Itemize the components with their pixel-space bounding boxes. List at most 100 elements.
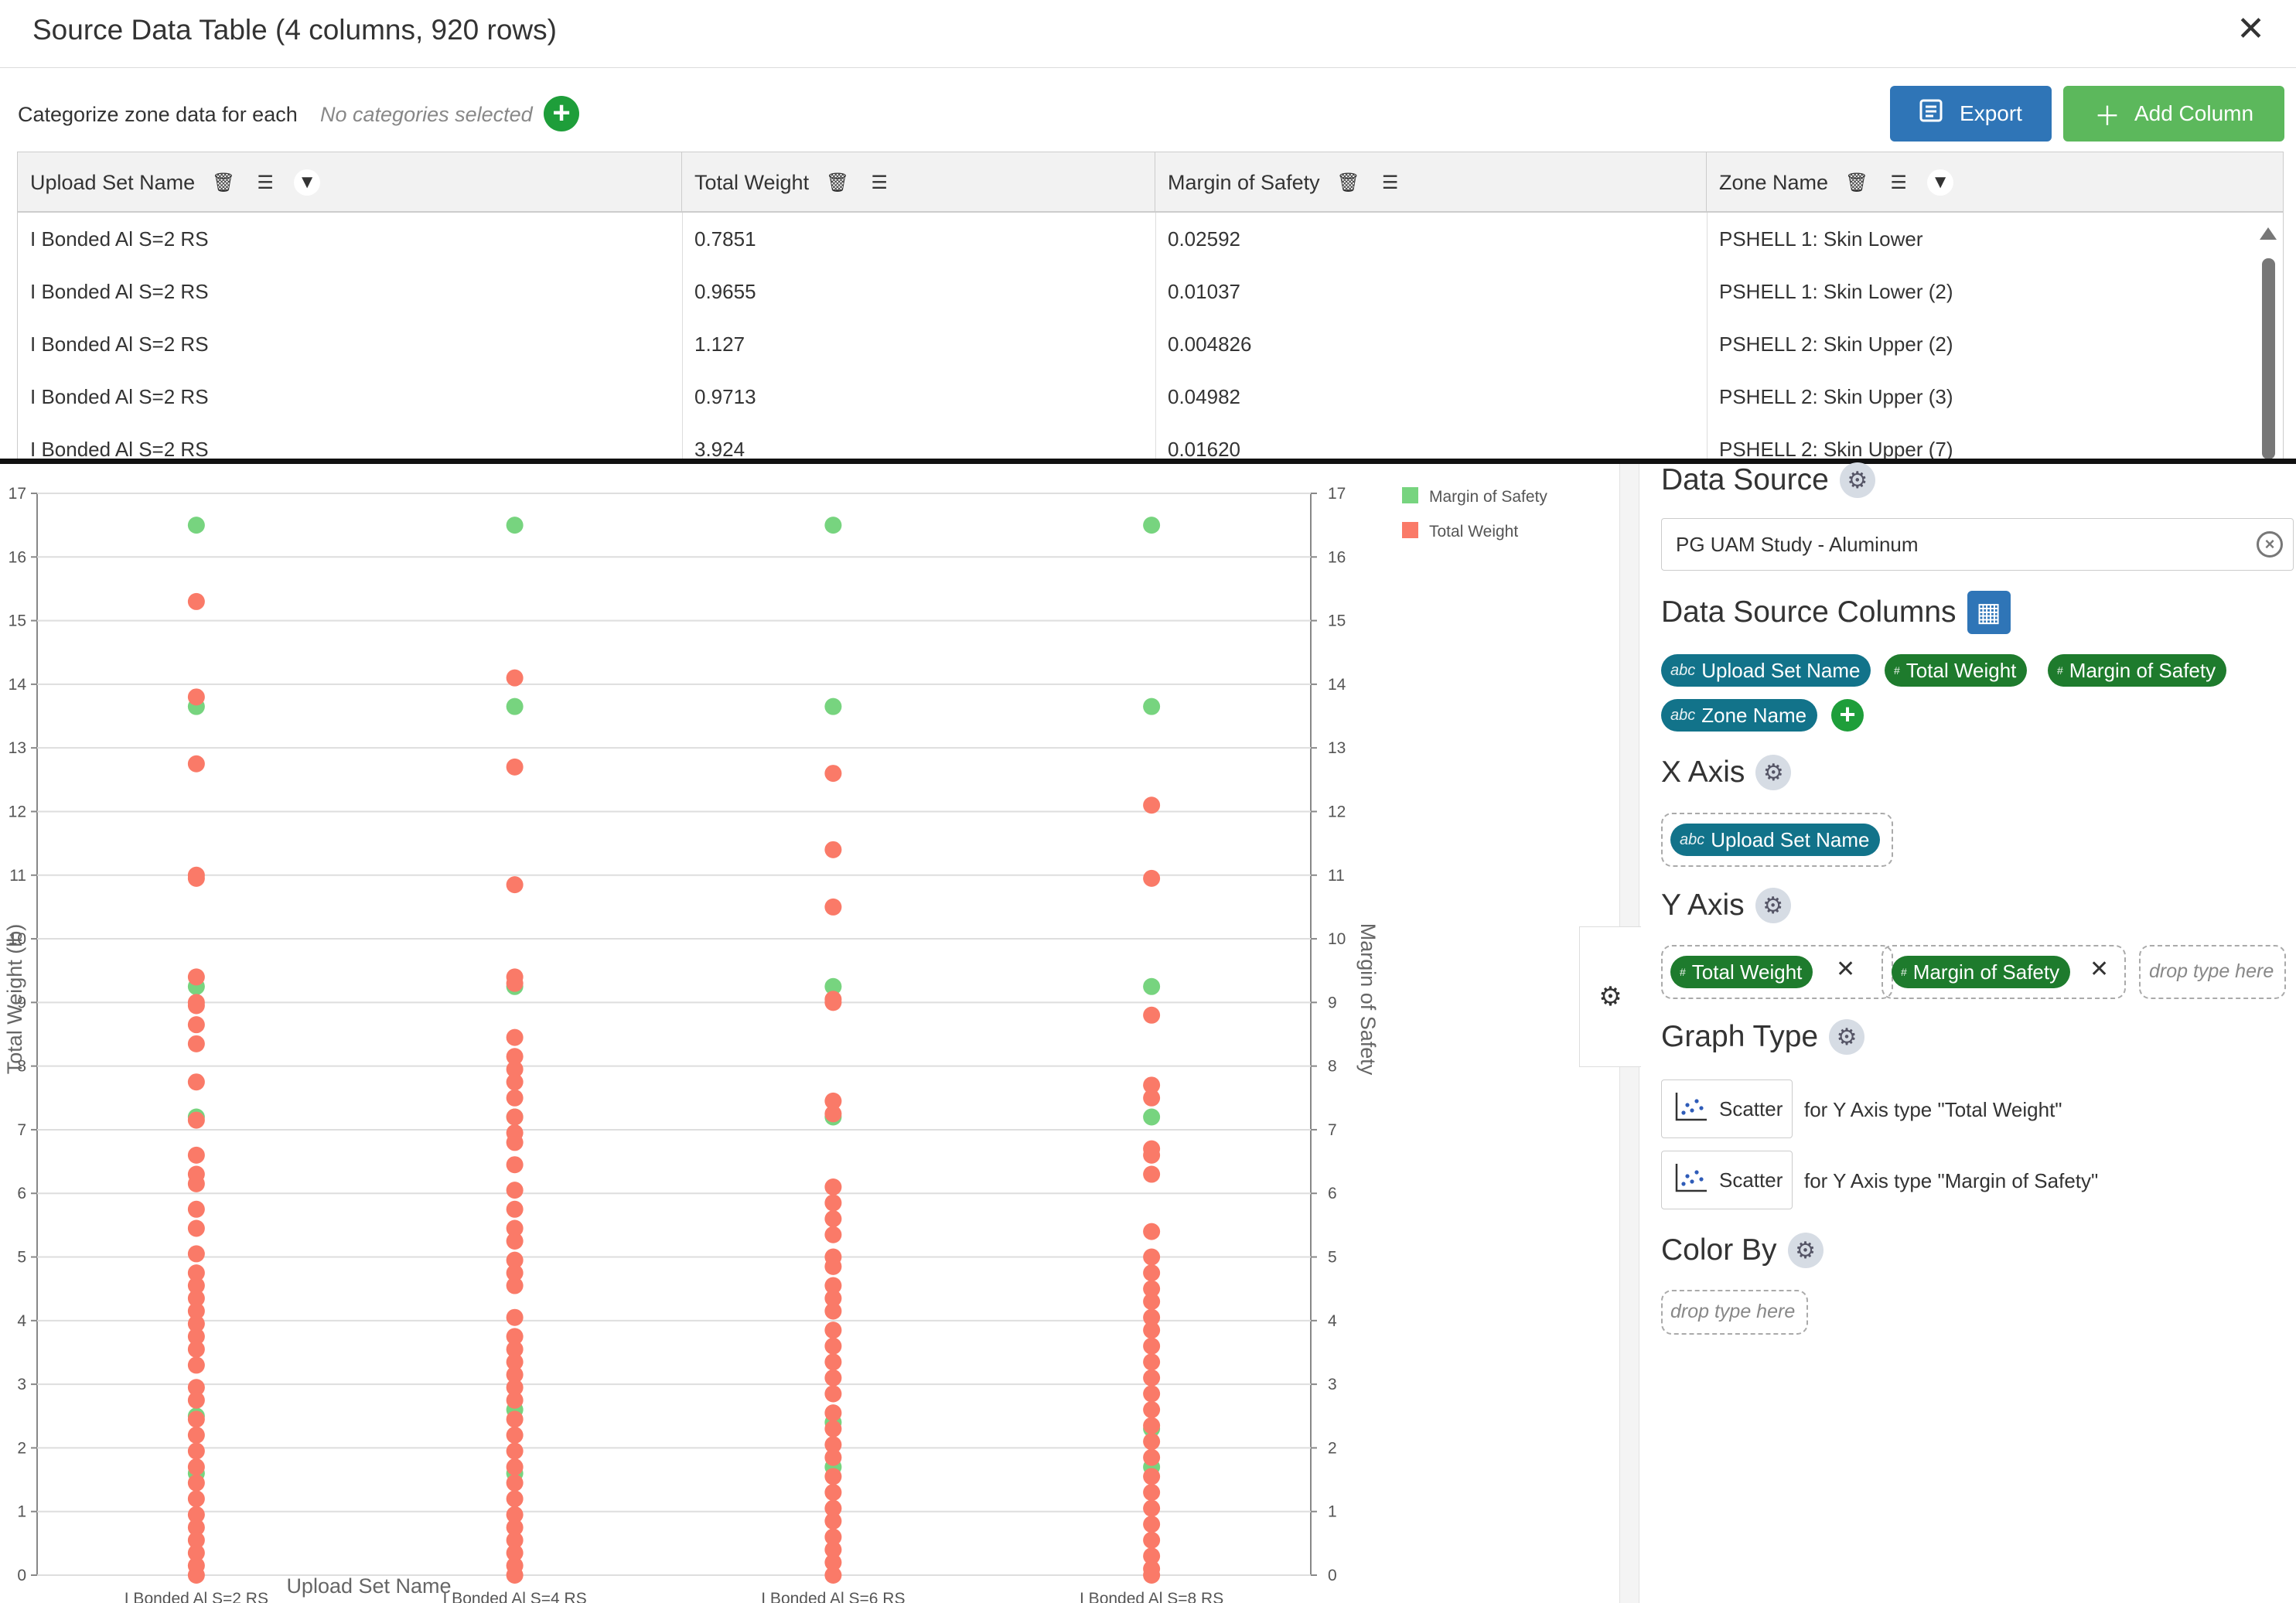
table-scrollbar[interactable] xyxy=(2262,258,2275,459)
total-weight-point[interactable] xyxy=(187,997,205,1015)
total-weight-point[interactable] xyxy=(506,1156,524,1174)
total-weight-point[interactable] xyxy=(1143,1385,1161,1403)
total-weight-point[interactable] xyxy=(1143,1531,1161,1549)
add-column-plus-icon[interactable]: + xyxy=(1831,699,1864,732)
total-weight-point[interactable] xyxy=(506,1134,524,1151)
total-weight-point[interactable] xyxy=(824,1178,842,1196)
margin-of-safety-point[interactable] xyxy=(1143,977,1161,995)
total-weight-point[interactable] xyxy=(1143,869,1161,887)
total-weight-point[interactable] xyxy=(187,1474,205,1492)
total-weight-point[interactable] xyxy=(824,1369,842,1386)
gear-icon[interactable]: ⚙ xyxy=(1755,755,1792,790)
total-weight-point[interactable] xyxy=(824,1420,842,1438)
total-weight-point[interactable] xyxy=(1143,796,1161,814)
total-weight-point[interactable] xyxy=(506,1567,524,1584)
sort-icon[interactable]: ☰ xyxy=(257,172,274,193)
gear-icon[interactable]: ⚙ xyxy=(1755,888,1791,923)
remove-icon[interactable]: ✕ xyxy=(1836,957,1856,982)
x-axis-pill-upload-set-name[interactable]: abc Upload Set Name xyxy=(1670,824,1881,856)
pill-margin-of-safety[interactable]: # Margin of Safety xyxy=(2048,654,2227,687)
total-weight-point[interactable] xyxy=(187,1340,205,1358)
total-weight-point[interactable] xyxy=(824,1499,842,1517)
total-weight-point[interactable] xyxy=(187,1219,205,1237)
trash-icon[interactable]: 🗑 xyxy=(211,172,236,193)
x-axis-drop-zone[interactable] xyxy=(1661,813,1893,867)
total-weight-point[interactable] xyxy=(824,1513,842,1530)
margin-of-safety-point[interactable] xyxy=(1143,697,1161,715)
total-weight-point[interactable] xyxy=(824,1092,842,1110)
total-weight-point[interactable] xyxy=(506,1426,524,1444)
margin-of-safety-point[interactable] xyxy=(824,517,842,534)
total-weight-point[interactable] xyxy=(506,1219,524,1237)
color-by-drop-zone[interactable] xyxy=(1661,1290,1808,1335)
total-weight-point[interactable] xyxy=(824,841,842,858)
total-weight-point[interactable] xyxy=(824,1448,842,1466)
column-header-zone-name[interactable]: Zone Name 🗑 ☰ ▼ xyxy=(1707,152,2283,213)
total-weight-point[interactable] xyxy=(506,1544,524,1562)
total-weight-point[interactable] xyxy=(1143,1499,1161,1517)
total-weight-point[interactable] xyxy=(187,1277,205,1294)
total-weight-point[interactable] xyxy=(506,876,524,894)
margin-of-safety-point[interactable] xyxy=(1143,1108,1161,1126)
table-row[interactable]: I Bonded Al S=2 RS 0.7851 0.02592 PSHELL… xyxy=(18,213,2260,265)
margin-of-safety-point[interactable] xyxy=(506,697,524,715)
table-row[interactable]: I Bonded Al S=2 RS 3.924 0.01620 PSHELL … xyxy=(18,423,2260,460)
total-weight-point[interactable] xyxy=(1143,1417,1161,1434)
sort-icon[interactable]: ☰ xyxy=(1890,172,1907,193)
total-weight-point[interactable] xyxy=(187,1290,205,1308)
total-weight-point[interactable] xyxy=(824,1290,842,1308)
total-weight-point[interactable] xyxy=(1143,1264,1161,1282)
total-weight-point[interactable] xyxy=(506,1328,524,1345)
total-weight-point[interactable] xyxy=(506,1200,524,1218)
settings-toggle-gear-icon[interactable]: ⚙ xyxy=(1579,926,1641,1067)
clear-icon[interactable]: × xyxy=(2257,531,2283,558)
total-weight-point[interactable] xyxy=(506,1048,524,1066)
total-weight-point[interactable] xyxy=(187,1200,205,1218)
table-row[interactable]: I Bonded Al S=2 RS 1.127 0.004826 PSHELL… xyxy=(18,318,2260,370)
y-axis-drop-zone[interactable] xyxy=(1881,945,2126,999)
total-weight-point[interactable] xyxy=(506,1379,524,1397)
total-weight-point[interactable] xyxy=(1143,1401,1161,1419)
total-weight-point[interactable] xyxy=(187,1410,205,1428)
add-category-button[interactable]: + xyxy=(544,96,579,131)
total-weight-point[interactable] xyxy=(187,1356,205,1374)
total-weight-point[interactable] xyxy=(1143,1146,1161,1164)
total-weight-point[interactable] xyxy=(1143,1293,1161,1311)
total-weight-point[interactable] xyxy=(824,1385,842,1403)
total-weight-point[interactable] xyxy=(1143,1484,1161,1502)
total-weight-point[interactable] xyxy=(824,765,842,783)
trash-icon[interactable]: 🗑 xyxy=(1336,172,1360,193)
gear-icon[interactable]: ⚙ xyxy=(1787,1233,1823,1268)
pill-upload-set-name[interactable]: abc Upload Set Name xyxy=(1661,654,1871,687)
total-weight-point[interactable] xyxy=(506,1060,524,1078)
column-header-total-weight[interactable]: Total Weight 🗑 ☰ xyxy=(682,152,1155,213)
total-weight-point[interactable] xyxy=(187,1544,205,1562)
pane-divider[interactable] xyxy=(0,459,2296,464)
remove-icon[interactable]: ✕ xyxy=(2090,957,2110,982)
total-weight-point[interactable] xyxy=(187,1458,205,1476)
total-weight-point[interactable] xyxy=(824,1353,842,1371)
total-weight-point[interactable] xyxy=(824,1484,842,1502)
y-axis-pill-margin-of-safety[interactable]: # Margin of Safety xyxy=(1892,956,2071,988)
total-weight-point[interactable] xyxy=(506,1353,524,1371)
margin-of-safety-point[interactable] xyxy=(187,517,205,534)
total-weight-point[interactable] xyxy=(506,1366,524,1383)
export-button[interactable]: Export xyxy=(1890,86,2052,142)
total-weight-point[interactable] xyxy=(506,1410,524,1428)
graph-type-button-total-weight[interactable]: Scatter xyxy=(1661,1079,1793,1138)
total-weight-point[interactable] xyxy=(1143,1280,1161,1298)
total-weight-point[interactable] xyxy=(824,1257,842,1275)
total-weight-point[interactable] xyxy=(1143,1006,1161,1024)
table-row[interactable]: I Bonded Al S=2 RS 0.9655 0.01037 PSHELL… xyxy=(18,265,2260,318)
total-weight-point[interactable] xyxy=(187,1506,205,1523)
gear-icon[interactable]: ⚙ xyxy=(1829,1019,1865,1055)
total-weight-point[interactable] xyxy=(187,592,205,610)
total-weight-point[interactable] xyxy=(1143,1433,1161,1451)
total-weight-point[interactable] xyxy=(187,869,205,887)
total-weight-point[interactable] xyxy=(187,1264,205,1282)
total-weight-point[interactable] xyxy=(1143,1567,1161,1584)
total-weight-point[interactable] xyxy=(1143,1089,1161,1107)
total-weight-point[interactable] xyxy=(187,1111,205,1129)
total-weight-point[interactable] xyxy=(1143,1369,1161,1386)
gear-icon[interactable]: ⚙ xyxy=(1839,462,1875,498)
